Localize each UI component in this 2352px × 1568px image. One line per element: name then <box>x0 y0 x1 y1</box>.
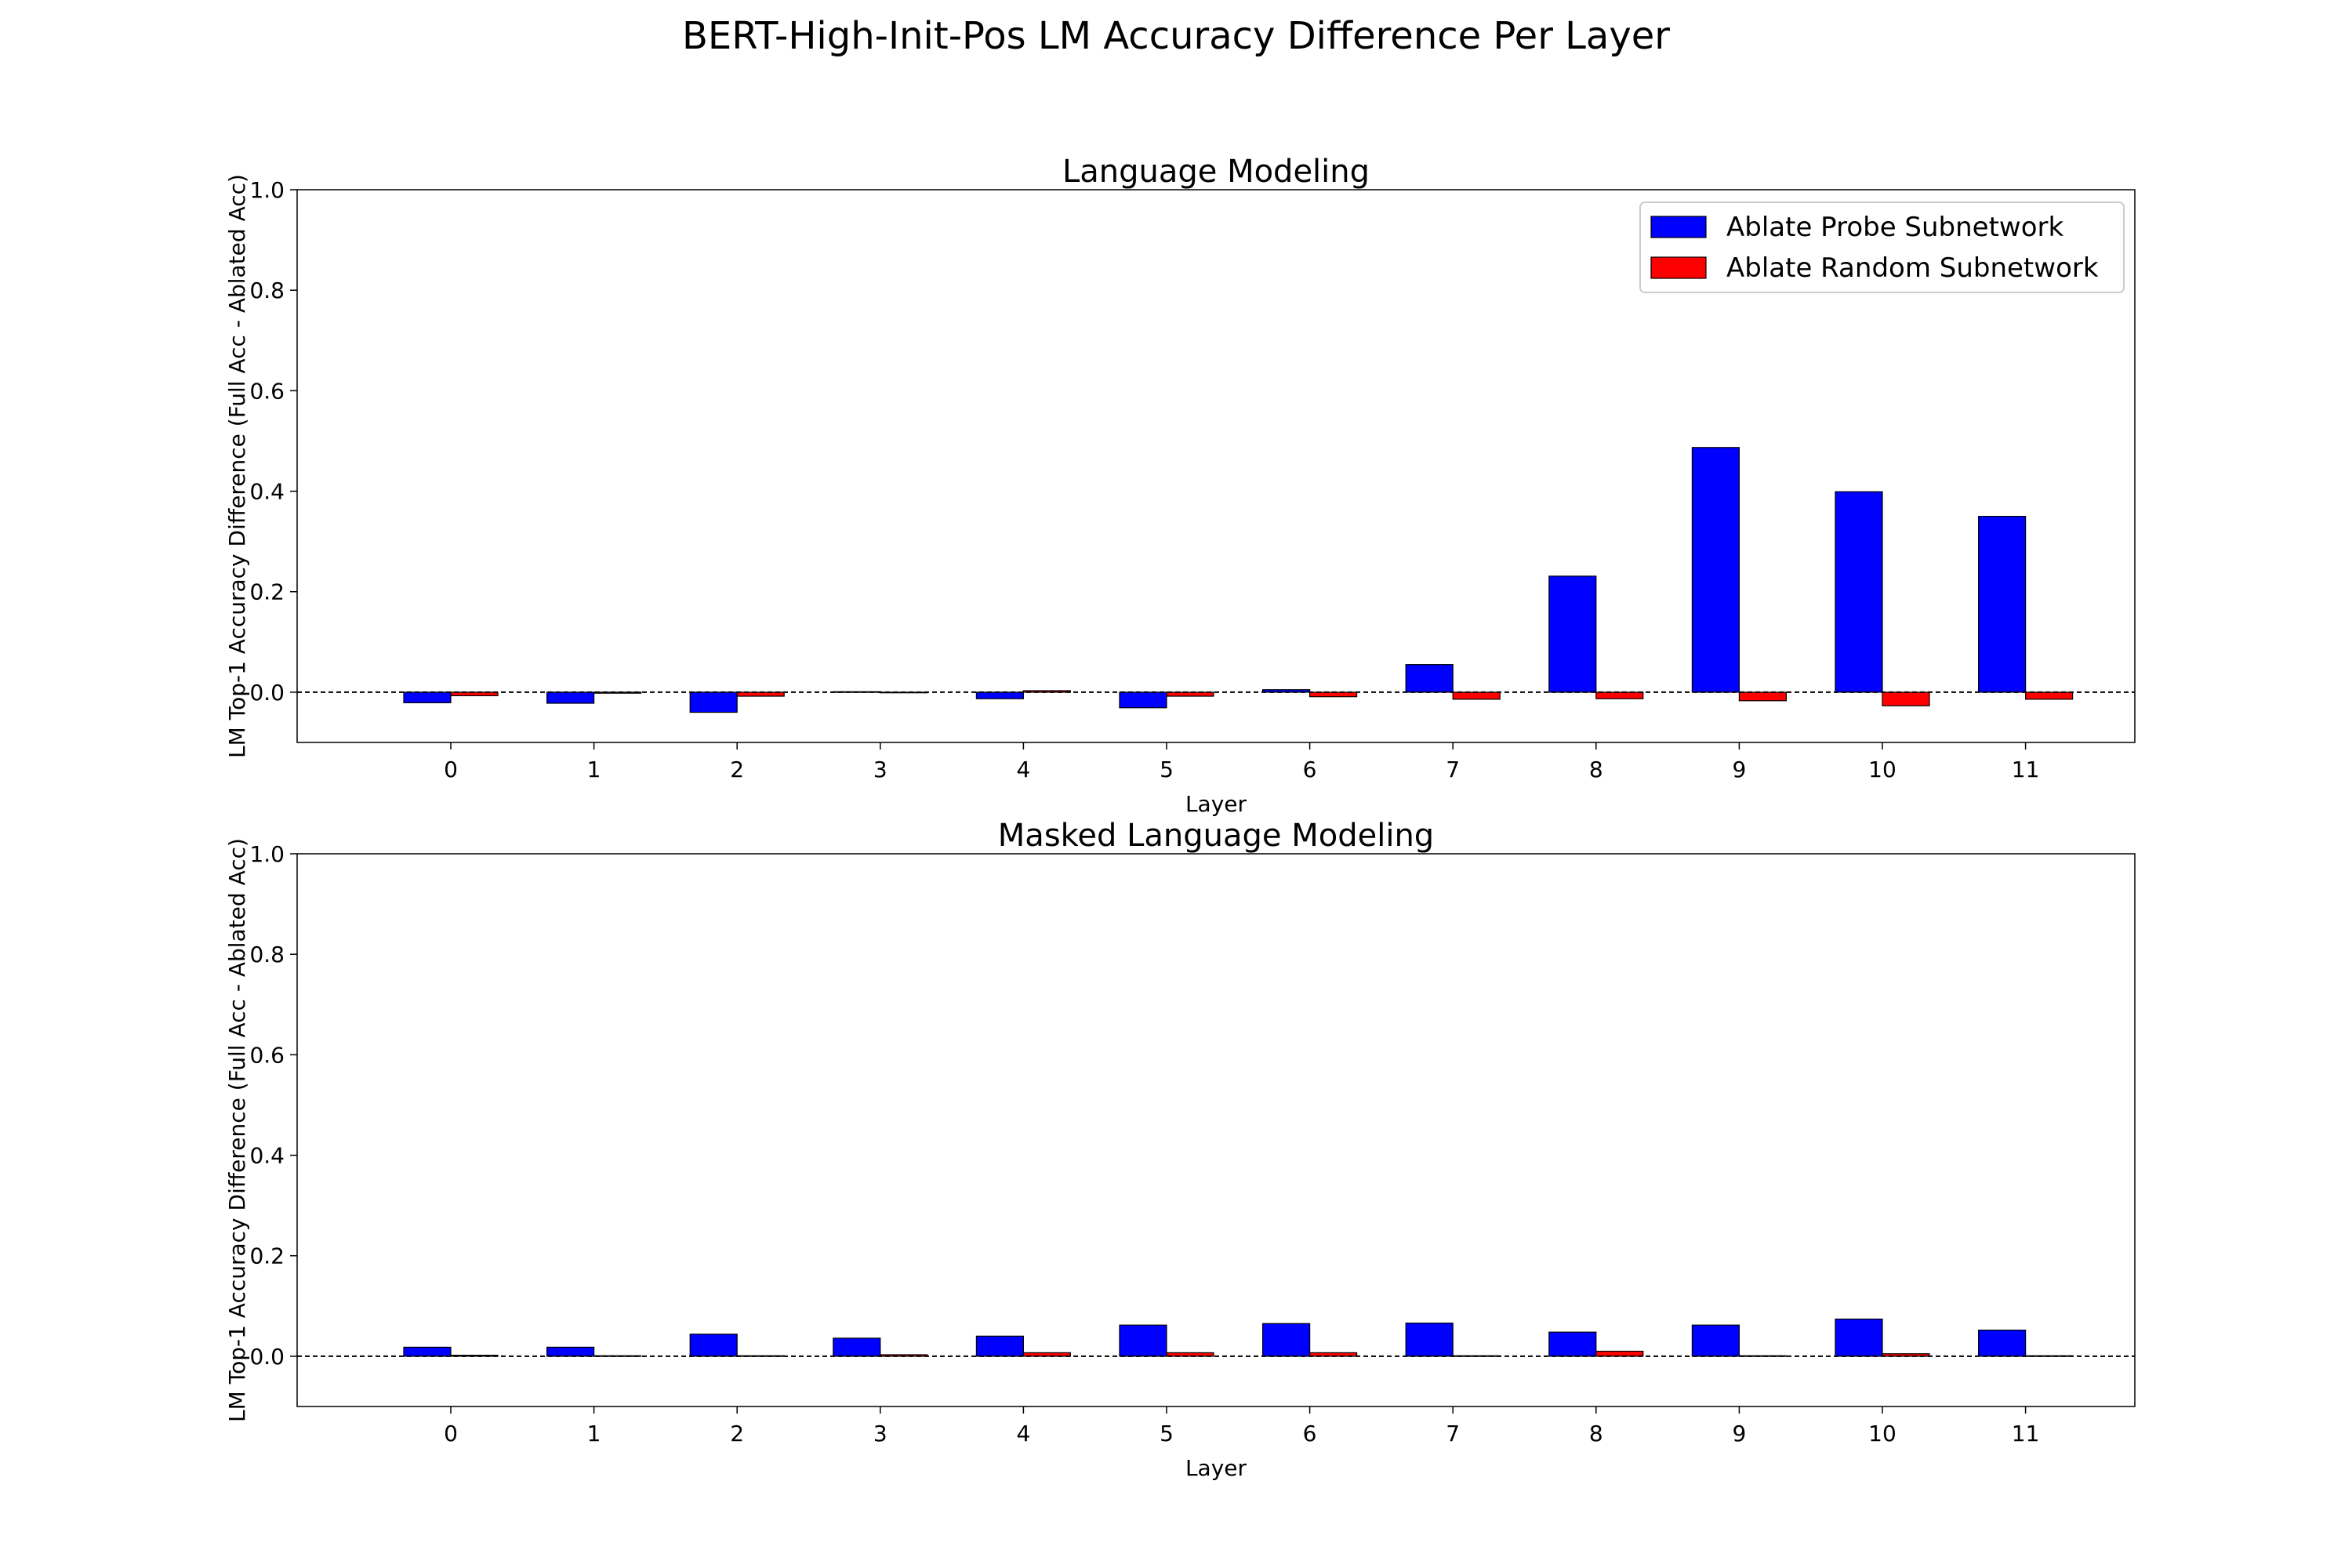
y-axis-label: LM Top-1 Accuracy Difference (Full Acc -… <box>224 174 250 758</box>
probe-bar-layer-0 <box>403 1346 452 1357</box>
probe-bar-layer-4 <box>975 1335 1025 1357</box>
x-tick-label: 10 <box>1868 1421 1896 1446</box>
random-legend-label: Ablate Random Subnetwork <box>1726 252 2099 284</box>
panel-title: Language Modeling <box>1062 154 1370 190</box>
x-tick-label: 0 <box>444 757 458 782</box>
x-tick-label: 5 <box>1160 757 1174 782</box>
x-tick-label: 3 <box>873 757 887 782</box>
panel-0: Language Modeling 0.0 0.2 0.4 0.6 0.8 1.0 0 1 2 3 4… <box>224 154 2136 817</box>
x-tick-label: 9 <box>1732 757 1746 782</box>
probe-bar-layer-3 <box>833 1338 881 1357</box>
probe-bar-layer-2 <box>689 691 738 713</box>
x-tick-label: 6 <box>1303 1421 1317 1446</box>
panel-1: Masked Language Modeling 0.0 0.2 0.4 0.6 0.8 1… <box>224 818 2136 1481</box>
x-tick-label: 3 <box>873 1421 887 1446</box>
probe-bar-layer-1 <box>546 1346 595 1357</box>
y-tick-label: 0.0 <box>249 1344 285 1370</box>
random-bar-layer-8 <box>1595 1350 1644 1357</box>
random-bar-layer-5 <box>1166 691 1214 697</box>
random-bar-layer-8 <box>1595 691 1644 699</box>
x-tick-label: 7 <box>1446 1421 1460 1446</box>
probe-bar-layer-6 <box>1261 1323 1311 1357</box>
probe-bar-layer-10 <box>1835 1318 1883 1357</box>
x-tick-label: 6 <box>1303 757 1317 782</box>
legend: Ablate Probe Subnetwork Ablate Random Sub… <box>1639 201 2125 293</box>
x-tick-label: 7 <box>1446 757 1460 782</box>
probe-legend-label: Ablate Probe Subnetwork <box>1726 212 2064 243</box>
y-tick-label: 0.8 <box>249 942 285 967</box>
y-tick-label: 0.0 <box>249 680 285 706</box>
panel-title: Masked Language Modeling <box>998 818 1434 854</box>
x-tick-label: 2 <box>730 1421 744 1446</box>
plot-frame <box>296 189 2136 743</box>
y-tick-label: 0.8 <box>249 278 285 303</box>
x-tick-label: 5 <box>1160 1421 1174 1446</box>
x-tick-label: 8 <box>1589 1421 1603 1446</box>
x-tick-label: 1 <box>587 757 601 782</box>
probe-bar-layer-11 <box>1978 515 2027 693</box>
probe-bar-layer-10 <box>1835 491 1883 693</box>
x-tick-label: 9 <box>1732 1421 1746 1446</box>
probe-bar-layer-7 <box>1405 664 1454 693</box>
probe-bar-layer-7 <box>1405 1323 1454 1357</box>
random-bar-layer-4 <box>1022 1352 1072 1357</box>
probe-bar-layer-9 <box>1691 447 1740 693</box>
chart-panels: Language Modeling 0.0 0.2 0.4 0.6 0.8 1.0 0 1 2 3 4… <box>224 154 2136 1481</box>
random-legend-swatch <box>1650 256 1707 279</box>
x-tick-label: 4 <box>1016 1421 1030 1446</box>
random-bar-layer-7 <box>1452 691 1501 700</box>
figure-suptitle: BERT-High-Init-Pos LM Accuracy Differenc… <box>682 14 1670 58</box>
y-tick-label: 0.6 <box>249 378 285 404</box>
probe-bar-layer-8 <box>1548 1331 1597 1357</box>
x-tick-label: 10 <box>1868 757 1896 782</box>
x-tick-label: 0 <box>444 1421 458 1446</box>
probe-bar-layer-8 <box>1548 575 1597 693</box>
y-tick-label: 0.6 <box>249 1042 285 1068</box>
legend-frame <box>1639 201 2125 293</box>
random-bar-layer-11 <box>2025 691 2074 700</box>
random-bar-layer-9 <box>1738 691 1787 702</box>
x-tick-label: 1 <box>587 1421 601 1446</box>
probe-bar-layer-11 <box>1978 1329 2027 1357</box>
probe-bar-layer-5 <box>1119 691 1167 709</box>
y-tick-label: 0.2 <box>249 1243 285 1269</box>
x-tick-label: 11 <box>2012 1421 2040 1446</box>
x-tick-label: 11 <box>2012 757 2040 782</box>
plot-frame <box>296 853 2136 1407</box>
random-bar-layer-4 <box>1022 690 1072 693</box>
y-tick-label: 0.4 <box>249 1143 285 1169</box>
x-tick-label: 2 <box>730 757 744 782</box>
x-tick-label: 8 <box>1589 757 1603 782</box>
x-axis-label: Layer <box>1185 1455 1247 1481</box>
probe-bar-layer-9 <box>1691 1324 1740 1357</box>
y-tick-label: 1.0 <box>249 177 285 203</box>
y-tick-label: 1.0 <box>249 841 285 867</box>
x-tick-label: 4 <box>1016 757 1030 782</box>
probe-bar-layer-4 <box>975 691 1025 699</box>
random-bar-layer-5 <box>1166 1352 1214 1357</box>
random-bar-layer-1 <box>593 691 642 694</box>
x-axis-label: Layer <box>1185 791 1247 817</box>
y-tick-label: 0.4 <box>249 479 285 505</box>
probe-bar-layer-2 <box>689 1334 738 1357</box>
y-axis-label: LM Top-1 Accuracy Difference (Full Acc -… <box>224 838 250 1422</box>
random-bar-layer-10 <box>1882 691 1930 706</box>
y-tick-label: 0.2 <box>249 579 285 605</box>
probe-bar-layer-0 <box>403 691 452 703</box>
probe-legend-swatch <box>1650 216 1707 238</box>
probe-bar-layer-5 <box>1119 1324 1167 1357</box>
probe-bar-layer-1 <box>546 691 595 704</box>
